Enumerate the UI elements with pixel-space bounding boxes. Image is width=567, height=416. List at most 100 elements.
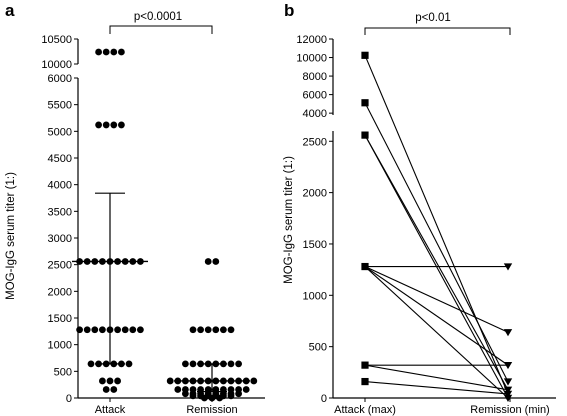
panel-a-y-tick-label: 1500 — [48, 313, 72, 325]
panel-b-pair-line — [364, 364, 509, 391]
panel-a-data-point — [76, 326, 83, 334]
panel-b-attack-marker — [361, 262, 369, 271]
panel-b-attack-marker — [361, 377, 369, 386]
panel-a-data-point — [137, 258, 144, 265]
panel-b-y-tick-label: 2500 — [303, 136, 327, 148]
panel-a-data-point — [204, 258, 212, 265]
panel-a-data-point — [118, 121, 125, 129]
panel-a-data-point — [91, 326, 99, 334]
panel-a-data-point — [118, 360, 125, 368]
panel-a-data-point — [102, 121, 110, 129]
panel-a-data-point — [220, 326, 227, 334]
panel-b-y-axis-label: MOG-IgG serum titer (1:) — [283, 156, 295, 284]
panel-a-y-tick-label: 5500 — [48, 100, 72, 112]
panel-a-data-point — [189, 392, 197, 400]
panel-b-pair-line — [364, 381, 509, 395]
panel-a-data-point — [118, 48, 125, 56]
panel-b-y-tick-label: 8000 — [303, 71, 327, 83]
panel-b-significance: p<0.01 — [415, 12, 451, 24]
panel-a-y-tick-label: 3000 — [48, 233, 72, 245]
panel-a-data-point — [227, 360, 235, 368]
panel-b-pair-line — [364, 266, 509, 366]
panel-a-data-point — [204, 360, 212, 368]
panel-a-y-tick-label: 3500 — [48, 206, 72, 218]
panel-a-data-point — [110, 48, 118, 56]
panel-a-data-point — [102, 360, 110, 368]
panel-a-data-point — [197, 377, 205, 385]
panel-a-x-tick-label: Attack — [95, 404, 126, 416]
panel-b-y-tick-label: 2000 — [303, 188, 327, 200]
panel-a-data-point — [174, 386, 182, 393]
panel-a-data-point — [83, 326, 91, 334]
panel-b-pair-line — [364, 134, 509, 391]
panel-a-data-point — [121, 326, 129, 334]
panel-a-data-point — [189, 326, 197, 334]
panel-a-data-point — [83, 258, 91, 265]
panel-a-data-point — [99, 326, 106, 334]
panel-b-remission-marker — [503, 378, 513, 386]
panel-a-y-axis-label: MOG-IgG serum titer (1:) — [5, 172, 17, 300]
panel-b-remission-marker — [503, 329, 513, 337]
panel-b-attack-marker — [361, 99, 369, 107]
panel-b-significance-bracket — [364, 27, 511, 35]
panel-a-data-point — [242, 386, 250, 393]
panel-a-y-tick-label: 2500 — [48, 260, 72, 272]
panel-a-data-point — [220, 377, 227, 385]
panel-b-pair-line — [364, 55, 509, 395]
panel-b-pair-line — [364, 102, 509, 382]
panel-a-data-point — [212, 377, 220, 385]
panel-a-data-point — [182, 390, 189, 398]
panel-a-data-point — [91, 258, 99, 265]
panel-b-y-tick-label: 1000 — [303, 290, 327, 302]
panel-a-data-point — [227, 326, 235, 334]
panel-a-data-point — [110, 386, 118, 393]
panel-b-y-tick-label: 500 — [309, 342, 327, 354]
panel-a-data-point — [87, 360, 95, 368]
panel-a-y-tick-label: 5000 — [48, 126, 72, 138]
panel-a-y-tick-label: 10500 — [41, 34, 72, 46]
panel-a-data-point — [250, 377, 258, 385]
panel-a-data-point — [114, 258, 121, 265]
panel-b-y-tick-label: 1500 — [303, 239, 327, 251]
panel-b-attack-marker — [361, 361, 369, 369]
panel-a-data-point — [95, 121, 102, 129]
panel-b-y-tick-label: 10000 — [296, 53, 327, 65]
panel-a-significance-bracket — [109, 25, 213, 34]
panel-a-data-point — [189, 377, 197, 385]
panel-a-data-point — [99, 258, 106, 265]
panel-b-attack-marker — [361, 131, 369, 139]
panel-a-y-tick-label: 0 — [66, 393, 72, 405]
panel-a-data-point — [182, 360, 189, 368]
panel-a-data-point — [110, 121, 118, 129]
panel-b-label: b — [284, 1, 294, 20]
panel-b-remission-marker — [503, 386, 513, 394]
panel-a-data-point — [114, 377, 121, 385]
panel-a-data-point — [102, 386, 110, 393]
panel-a-y-tick-label: 10000 — [41, 59, 72, 71]
panel-a-data-point — [212, 258, 220, 265]
panel-a-data-point — [204, 326, 212, 334]
panel-b-pair-line — [364, 266, 509, 399]
panel-a-data-point — [204, 377, 212, 385]
panel-a-data-point — [227, 392, 235, 400]
panel-a-data-point — [212, 360, 220, 368]
panel-a-data-point — [197, 326, 205, 334]
panel-a-data-point — [197, 360, 205, 368]
panel-b: b MOG-IgG serum titer (1:) p<0.01 0 500 10… — [283, 1, 556, 416]
panel-a-data-point — [110, 360, 118, 368]
panel-a-data-point — [76, 258, 83, 265]
panel-a-data-point — [95, 48, 102, 56]
panel-a-data-point — [99, 377, 106, 385]
panel-a-data-point — [137, 326, 144, 334]
panel-a-data-point — [216, 394, 224, 402]
panel-b-y-tick-label: 6000 — [303, 90, 327, 102]
panel-a-data-point — [114, 326, 121, 334]
panel-b-y-tick-label: 0 — [321, 393, 327, 405]
panel-a-y-tick-label: 500 — [54, 366, 72, 378]
panel-a-data-point — [129, 258, 137, 265]
panel-a-data-point — [227, 377, 235, 385]
panel-a-data-point — [235, 360, 243, 368]
panel-a-data-point — [242, 377, 250, 385]
panel-a-label: a — [5, 1, 15, 20]
